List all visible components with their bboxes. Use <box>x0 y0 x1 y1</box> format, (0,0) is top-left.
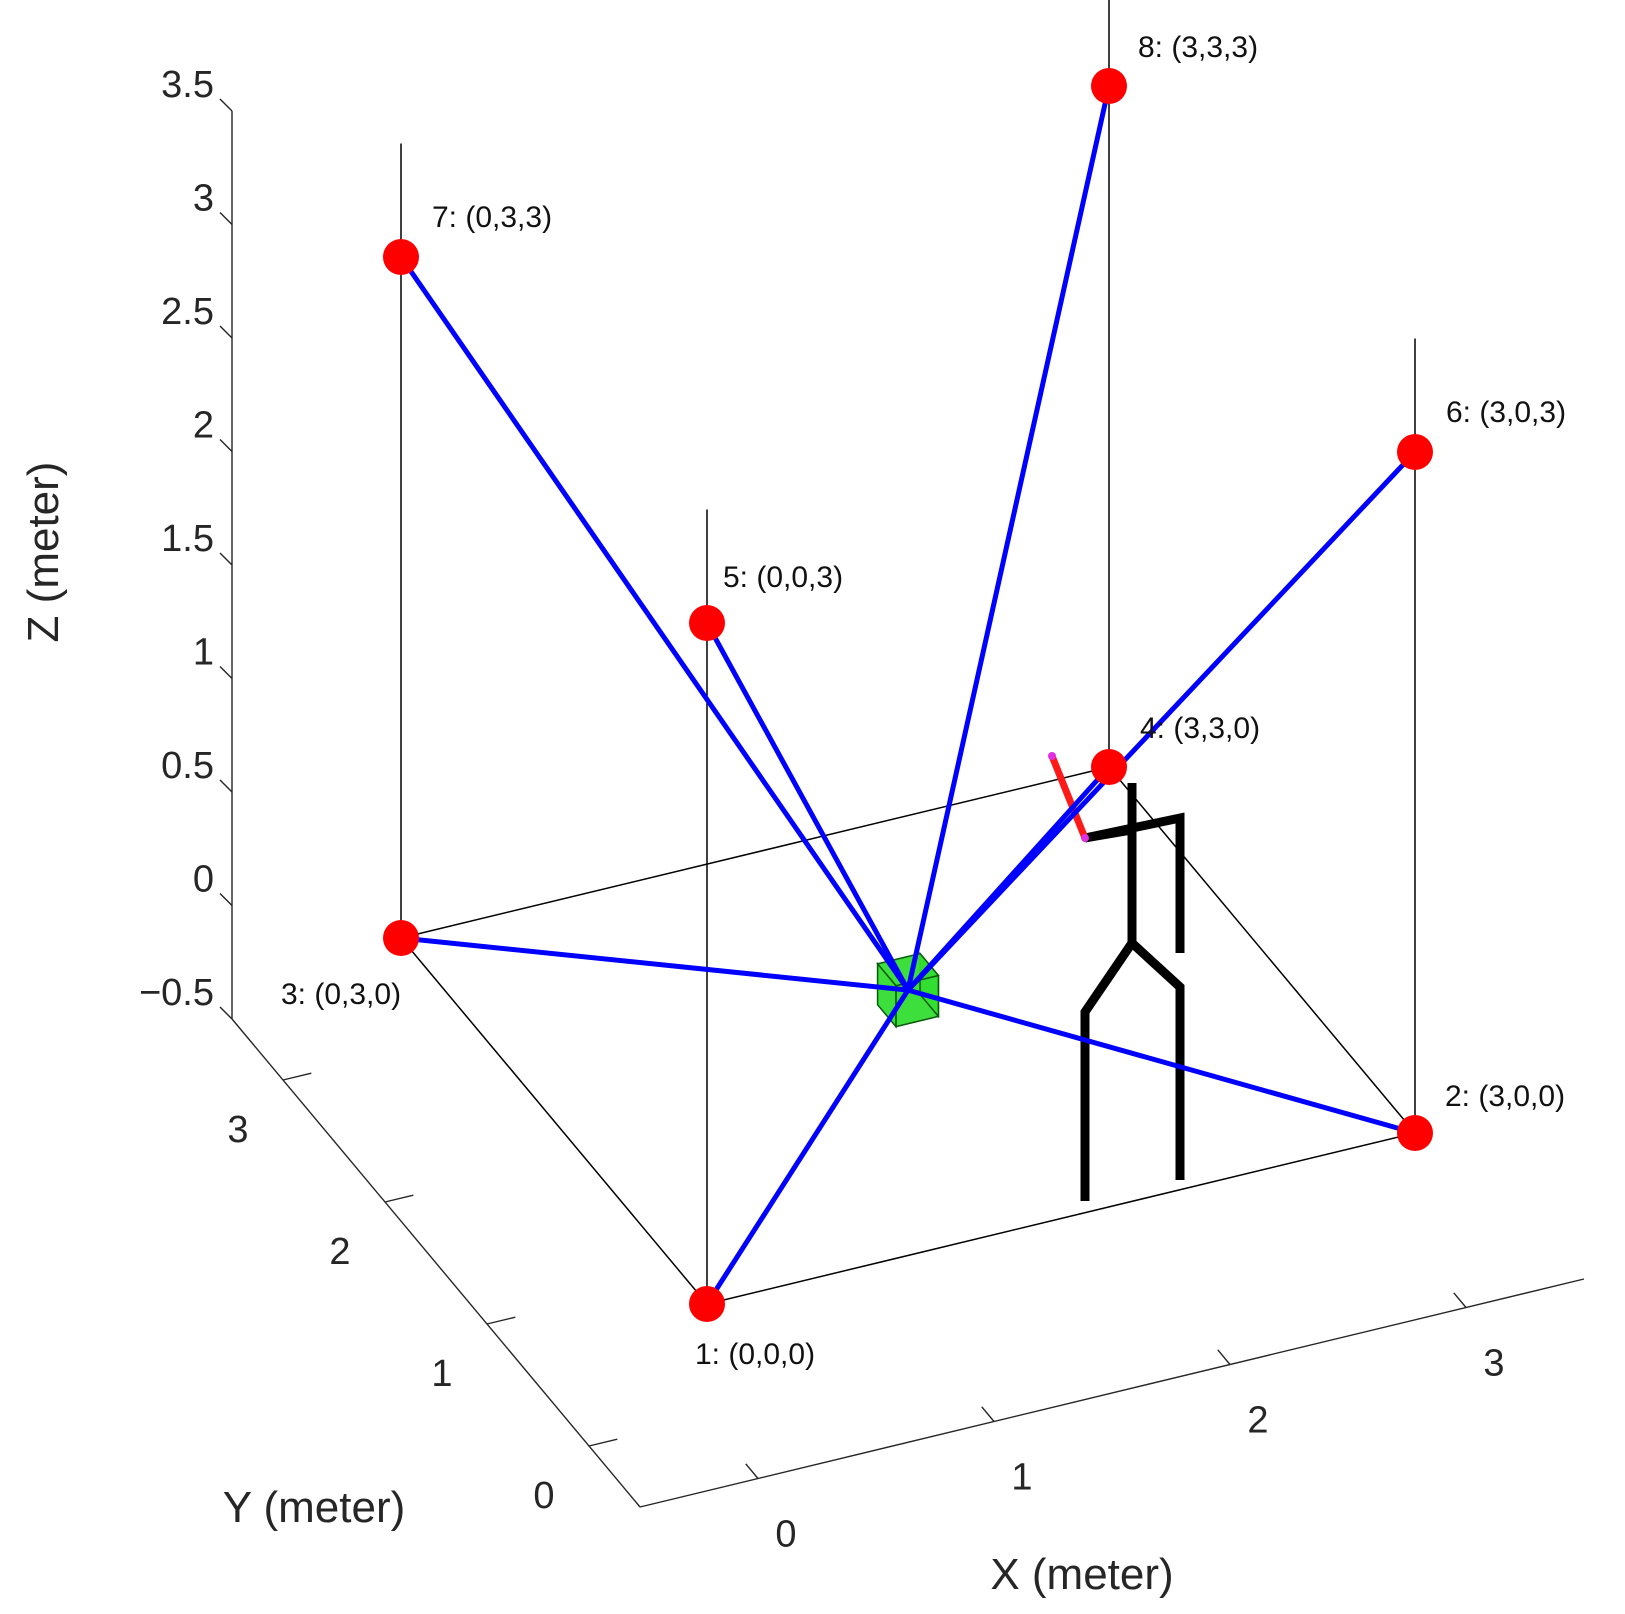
frame-edge <box>1108 766 1416 1134</box>
x-tick <box>745 1463 759 1479</box>
z-tick <box>219 779 233 793</box>
z-tick-label: 3 <box>193 178 214 220</box>
x-tick-label: 0 <box>775 1514 796 1556</box>
y-tick <box>384 1194 414 1203</box>
y-tick <box>588 1438 618 1447</box>
x-tick <box>1217 1349 1231 1365</box>
person-pointing-arm <box>1048 754 1089 840</box>
link-line <box>398 935 911 993</box>
y-tick <box>282 1072 312 1081</box>
x-tick <box>981 1406 995 1422</box>
link-line <box>704 620 911 993</box>
anchor-layer <box>383 68 1433 1322</box>
frame-edge <box>400 766 1110 939</box>
x-tick-label: 3 <box>1483 1343 1504 1385</box>
y-axis-label: Y (meter) <box>223 1483 406 1532</box>
anchor-point-7 <box>383 239 419 275</box>
anchor-label-7: 7: (0,3,3) <box>432 201 552 234</box>
frame-layer <box>400 0 1416 1305</box>
link-line <box>905 83 1112 993</box>
anchor-label-2: 2: (3,0,0) <box>1445 1080 1565 1113</box>
person-legs <box>1080 936 1185 1201</box>
anchor-label-4: 4: (3,3,0) <box>1140 712 1260 745</box>
z-tick <box>219 212 233 225</box>
z-tick-label: 0.5 <box>161 745 214 787</box>
person-layer <box>1048 752 1185 1201</box>
y-tick <box>486 1316 516 1325</box>
x-tick-label: 1 <box>1011 1457 1032 1499</box>
anchor-point-4 <box>1091 749 1127 785</box>
z-tick <box>219 666 233 679</box>
y-tick-label: 2 <box>329 1231 350 1273</box>
anchor-label-1: 1: (0,0,0) <box>695 1338 815 1371</box>
anchor-label-8: 8: (3,3,3) <box>1138 31 1258 64</box>
person-elbow-marker <box>1081 834 1089 842</box>
frame-edge <box>706 1132 1416 1305</box>
z-tick <box>219 1006 233 1020</box>
anchor-point-5 <box>689 605 725 641</box>
link-line <box>398 254 911 993</box>
link-line <box>704 987 911 1307</box>
x-axis-label: X (meter) <box>990 1550 1173 1599</box>
target-cube-face <box>876 961 897 1029</box>
z-tick-label: 3.5 <box>161 64 214 106</box>
z-axis-label: Z (meter) <box>19 462 68 643</box>
z-tick <box>219 98 233 112</box>
anchor-point-2 <box>1397 1115 1433 1151</box>
x-axis-line <box>639 1278 1585 1508</box>
z-tick <box>219 325 233 339</box>
x-tick-label: 2 <box>1247 1400 1268 1442</box>
link-layer <box>398 83 1418 1307</box>
axis-text-layer: X (meter) Y (meter) Z (meter) <box>19 462 1174 1599</box>
z-tick-label: 2.5 <box>161 291 214 333</box>
anchor-label-6: 6: (3,0,3) <box>1446 396 1566 429</box>
anchor-point-3 <box>383 920 419 956</box>
z-tick-label: 0 <box>193 859 214 901</box>
y-tick-label: 3 <box>227 1109 248 1151</box>
label-layer: 1: (0,0,0) 2: (3,0,0) 3: (0,3,0) 4: (3,3,0)… <box>281 31 1566 1371</box>
anchor-label-3: 3: (0,3,0) <box>281 978 401 1011</box>
anchor-label-5: 5: (0,0,3) <box>723 561 843 594</box>
link-line <box>905 449 1418 993</box>
anchor-point-1 <box>689 1286 725 1322</box>
y-tick-label: 1 <box>431 1353 452 1395</box>
person-shoulder <box>1084 825 1133 843</box>
anchor-point-8 <box>1091 68 1127 104</box>
z-tick-label: 1.5 <box>161 518 214 560</box>
person-hand-marker <box>1048 752 1056 760</box>
z-tick <box>219 893 233 906</box>
z-tick-label: 2 <box>193 405 214 447</box>
y-axis-line <box>231 1018 641 1508</box>
z-tick <box>219 552 233 566</box>
z-tick-label: −0.5 <box>139 972 214 1014</box>
x-tick <box>1453 1292 1467 1308</box>
axes-layer: 0 1 2 3 0 1 2 3 −0.5 0 0.5 1 1.5 2 2.5 3 3.5 <box>139 64 1585 1556</box>
link-line <box>905 987 1418 1136</box>
frame-edge <box>400 937 708 1305</box>
anchor-point-6 <box>1397 434 1433 470</box>
z-tick-label: 1 <box>193 632 214 674</box>
z-tick <box>219 439 233 452</box>
y-tick-label: 0 <box>533 1475 554 1517</box>
